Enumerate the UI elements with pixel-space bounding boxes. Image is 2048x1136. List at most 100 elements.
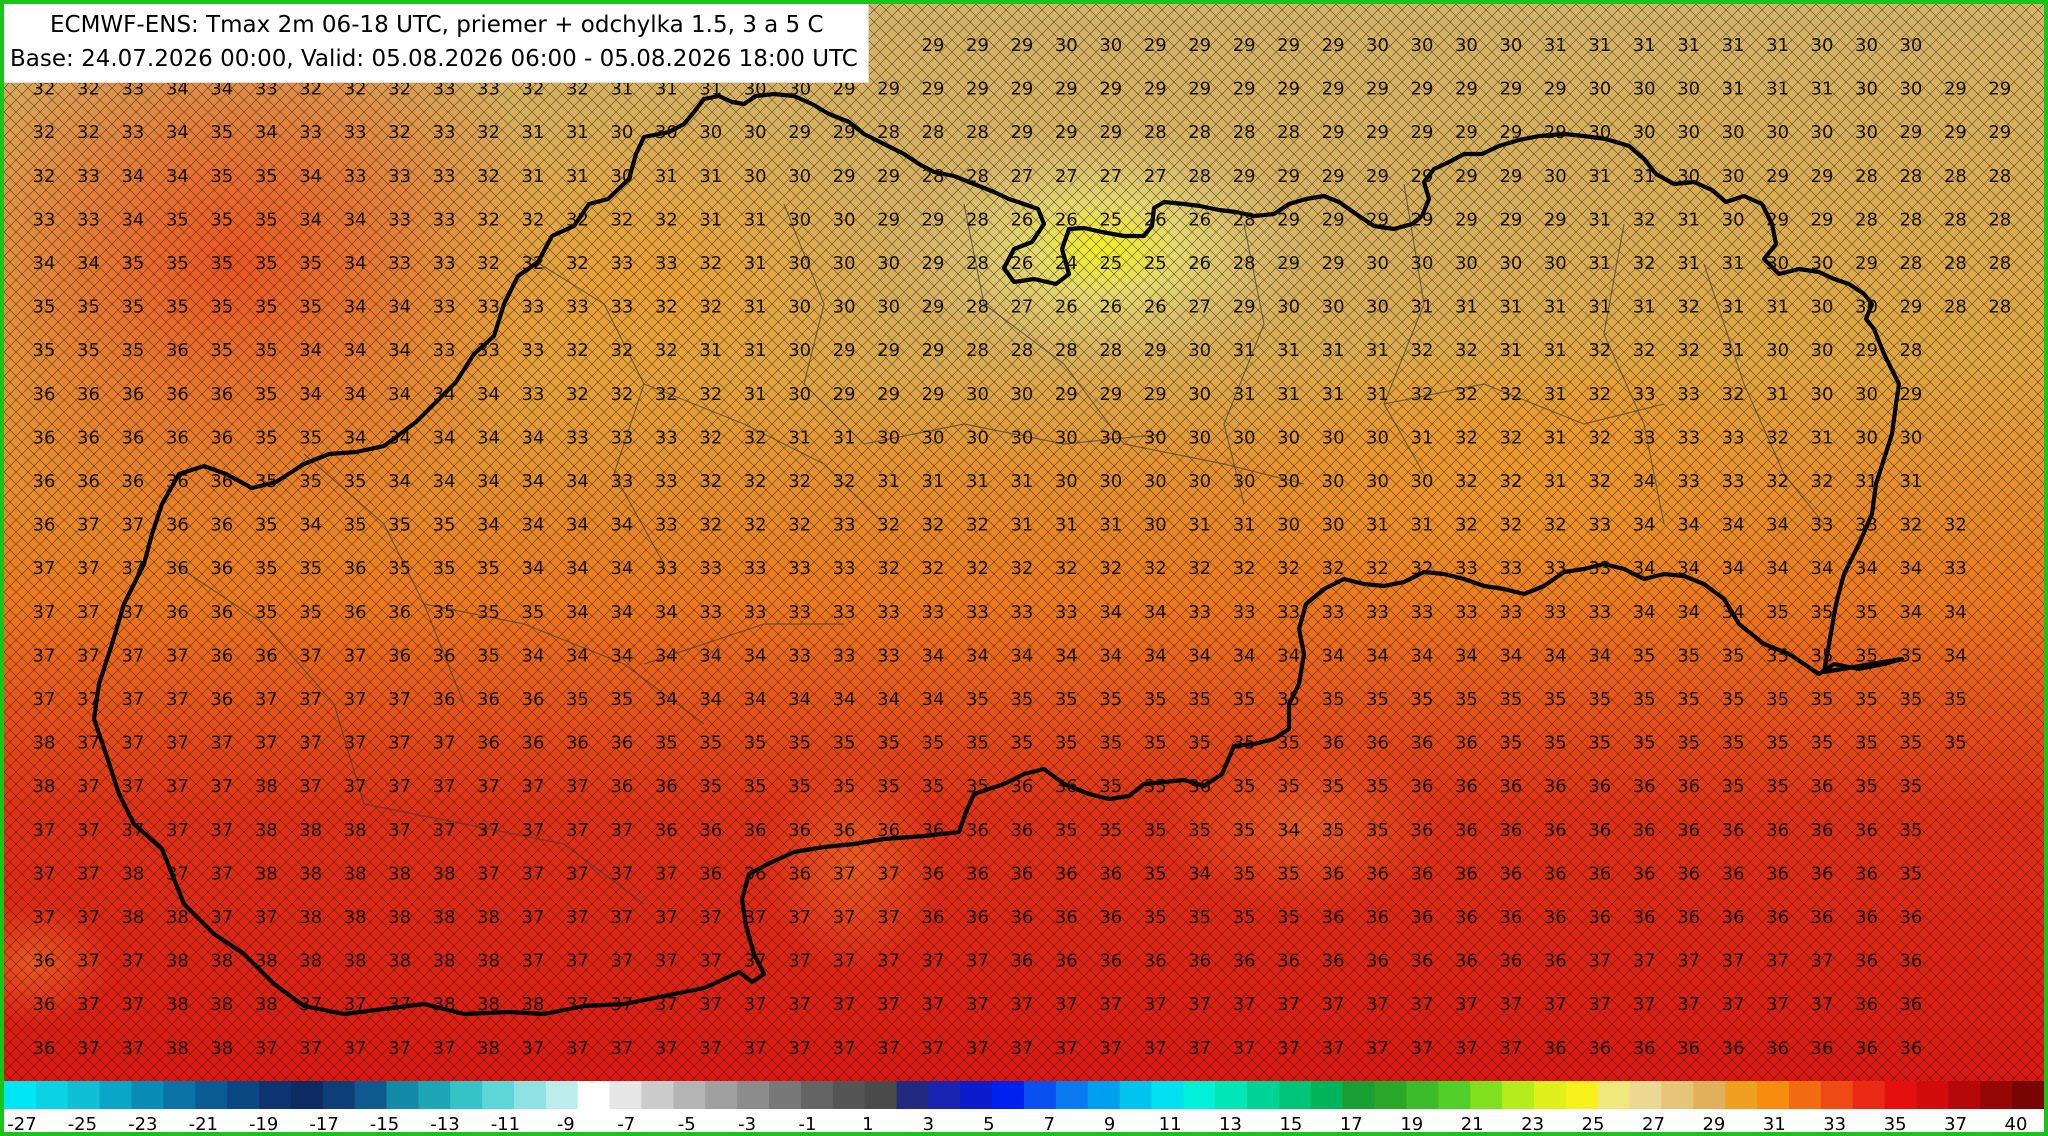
grid-value: 35 bbox=[1944, 689, 1967, 710]
grid-value: 35 bbox=[966, 689, 989, 710]
grid-value: 37 bbox=[1766, 951, 1789, 972]
grid-value: 35 bbox=[1010, 689, 1033, 710]
grid-value: 38 bbox=[299, 907, 322, 928]
legend-swatches bbox=[4, 1081, 2044, 1109]
grid-value: 37 bbox=[77, 689, 100, 710]
grid-value: 31 bbox=[1544, 340, 1567, 361]
legend-swatch bbox=[960, 1081, 993, 1109]
grid-value: 33 bbox=[33, 209, 56, 230]
grid-value: 36 bbox=[1855, 863, 1878, 884]
grid-value: 28 bbox=[1944, 253, 1967, 274]
grid-value: 36 bbox=[1411, 733, 1434, 754]
grid-value: 28 bbox=[1010, 340, 1033, 361]
grid-value: 29 bbox=[833, 340, 856, 361]
grid-value: 28 bbox=[966, 253, 989, 274]
grid-value: 33 bbox=[655, 471, 678, 492]
legend-swatch bbox=[227, 1081, 260, 1109]
grid-value: 37 bbox=[610, 1038, 633, 1059]
grid-value: 31 bbox=[1544, 471, 1567, 492]
grid-value: 28 bbox=[966, 166, 989, 187]
grid-value: 32 bbox=[1277, 558, 1300, 579]
grid-value: 34 bbox=[610, 602, 633, 623]
grid-value: 30 bbox=[1366, 35, 1389, 56]
grid-value: 34 bbox=[1544, 645, 1567, 666]
grid-value: 38 bbox=[433, 863, 456, 884]
grid-value: 27 bbox=[1144, 166, 1167, 187]
grid-value: 36 bbox=[966, 820, 989, 841]
grid-value: 30 bbox=[1811, 297, 1834, 318]
grid-value: 29 bbox=[1855, 340, 1878, 361]
grid-value: 34 bbox=[388, 427, 411, 448]
grid-value: 36 bbox=[1855, 951, 1878, 972]
grid-value: 30 bbox=[1811, 340, 1834, 361]
grid-value: 34 bbox=[1277, 645, 1300, 666]
grid-value: 30 bbox=[1855, 427, 1878, 448]
grid-value: 35 bbox=[1766, 689, 1789, 710]
grid-value: 33 bbox=[744, 602, 767, 623]
grid-value: 32 bbox=[566, 79, 589, 100]
grid-value: 35 bbox=[1811, 602, 1834, 623]
grid-value: 37 bbox=[833, 907, 856, 928]
grid-value: 33 bbox=[922, 602, 945, 623]
grid-value: 30 bbox=[1588, 79, 1611, 100]
grid-value: 28 bbox=[1944, 166, 1967, 187]
grid-value: 31 bbox=[833, 427, 856, 448]
grid-value: 35 bbox=[1499, 689, 1522, 710]
grid-value: 30 bbox=[788, 297, 811, 318]
grid-value: 29 bbox=[1811, 209, 1834, 230]
grid-value: 37 bbox=[166, 776, 189, 797]
grid-value: 34 bbox=[1633, 471, 1656, 492]
grid-value: 37 bbox=[121, 951, 144, 972]
grid-value: 36 bbox=[166, 471, 189, 492]
grid-value: 31 bbox=[1366, 384, 1389, 405]
grid-value: 32 bbox=[966, 515, 989, 536]
grid-value: 31 bbox=[1766, 384, 1789, 405]
grid-value: 30 bbox=[1144, 515, 1167, 536]
grid-value: 33 bbox=[255, 79, 278, 100]
grid-value: 29 bbox=[1322, 35, 1345, 56]
grid-value: 38 bbox=[344, 820, 367, 841]
grid-value: 30 bbox=[1277, 471, 1300, 492]
grid-value: 34 bbox=[1588, 645, 1611, 666]
grid-value: 30 bbox=[1188, 384, 1211, 405]
grid-value: 35 bbox=[1277, 689, 1300, 710]
grid-value: 37 bbox=[655, 863, 678, 884]
grid-value: 32 bbox=[1411, 558, 1434, 579]
grid-value: 35 bbox=[121, 340, 144, 361]
grid-value: 34 bbox=[388, 384, 411, 405]
grid-value: 33 bbox=[610, 427, 633, 448]
grid-value: 36 bbox=[1499, 820, 1522, 841]
grid-value: 33 bbox=[1499, 558, 1522, 579]
grid-value: 37 bbox=[121, 689, 144, 710]
grid-value: 29 bbox=[1322, 79, 1345, 100]
grid-value: 35 bbox=[1722, 645, 1745, 666]
grid-value: 37 bbox=[744, 1038, 767, 1059]
grid-value: 35 bbox=[1544, 689, 1567, 710]
grid-value: 32 bbox=[1322, 558, 1345, 579]
grid-value: 32 bbox=[655, 384, 678, 405]
legend-tick-label: -25 bbox=[68, 1114, 97, 1133]
grid-value: 33 bbox=[522, 297, 545, 318]
grid-value: 35 bbox=[477, 645, 500, 666]
grid-value: 37 bbox=[210, 733, 233, 754]
grid-value: 37 bbox=[522, 863, 545, 884]
legend-tick-label: 31 bbox=[1763, 1114, 1786, 1133]
grid-value: 30 bbox=[1322, 515, 1345, 536]
grid-value: 37 bbox=[344, 994, 367, 1015]
grid-value: 33 bbox=[1499, 602, 1522, 623]
grid-value: 31 bbox=[699, 79, 722, 100]
grid-value: 29 bbox=[922, 384, 945, 405]
grid-value: 30 bbox=[1366, 253, 1389, 274]
grid-value: 37 bbox=[1099, 1038, 1122, 1059]
grid-value: 37 bbox=[566, 1038, 589, 1059]
grid-value: 36 bbox=[1322, 907, 1345, 928]
grid-value: 30 bbox=[788, 209, 811, 230]
grid-value: 30 bbox=[1322, 427, 1345, 448]
grid-value: 29 bbox=[1188, 35, 1211, 56]
grid-value: 37 bbox=[522, 820, 545, 841]
grid-value: 30 bbox=[1366, 427, 1389, 448]
grid-value: 34 bbox=[566, 645, 589, 666]
grid-value: 34 bbox=[477, 471, 500, 492]
grid-value: 31 bbox=[1411, 297, 1434, 318]
grid-value: 34 bbox=[744, 689, 767, 710]
